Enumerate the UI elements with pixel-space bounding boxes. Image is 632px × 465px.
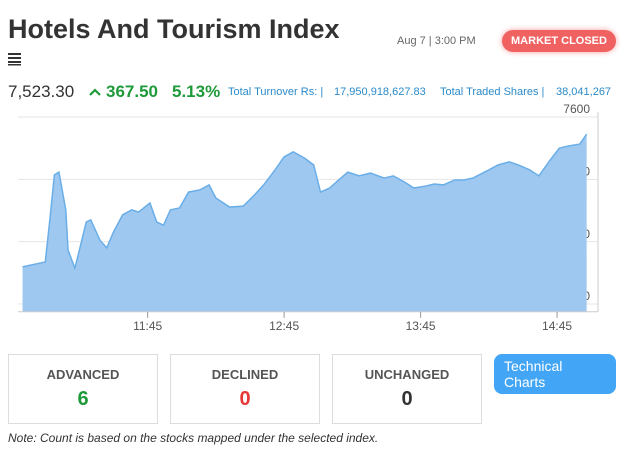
stat-count: 6 bbox=[77, 388, 89, 410]
turnover-value: 17,950,918,627.83 bbox=[334, 86, 426, 98]
index-value: 7,523.30 bbox=[8, 82, 75, 101]
menu-icon[interactable] bbox=[8, 52, 22, 66]
stat-count: 0 bbox=[401, 388, 413, 410]
stat-label: UNCHANGED bbox=[364, 367, 450, 382]
index-title: Hotels And Tourism Index bbox=[8, 14, 340, 44]
x-tick-label: 13:45 bbox=[406, 319, 436, 333]
point-change: 367.50 bbox=[106, 82, 158, 101]
shares-label: Total Traded Shares | bbox=[440, 86, 545, 98]
y-tick-label: 7600 bbox=[563, 102, 590, 116]
stat-label: ADVANCED bbox=[46, 367, 120, 382]
percent-change: 5.13% bbox=[172, 82, 221, 101]
area bbox=[22, 134, 587, 312]
market-status: MARKET CLOSED bbox=[502, 30, 616, 52]
x-tick-label: 14:45 bbox=[542, 319, 572, 333]
stat-card: UNCHANGED 0 bbox=[332, 354, 482, 424]
technical-charts-button[interactable]: Technical Charts bbox=[494, 354, 616, 394]
up-arrow bbox=[89, 88, 101, 96]
shares-value: 38,041,267 bbox=[556, 86, 612, 98]
stat-label: DECLINED bbox=[211, 367, 279, 382]
timestamp: Aug 7 | 3:00 PM bbox=[397, 35, 476, 47]
stat-count: 0 bbox=[239, 388, 251, 410]
x-tick-label: 11:45 bbox=[133, 319, 162, 333]
note: Note: Count is based on the stocks mappe… bbox=[8, 431, 379, 445]
stat-card: DECLINED 0 bbox=[170, 354, 320, 424]
turnover-label: Total Turnover Rs: | bbox=[228, 86, 324, 98]
stat-card: ADVANCED 6 bbox=[8, 354, 158, 424]
x-tick-label: 12:45 bbox=[269, 319, 299, 333]
line bbox=[22, 133, 588, 271]
